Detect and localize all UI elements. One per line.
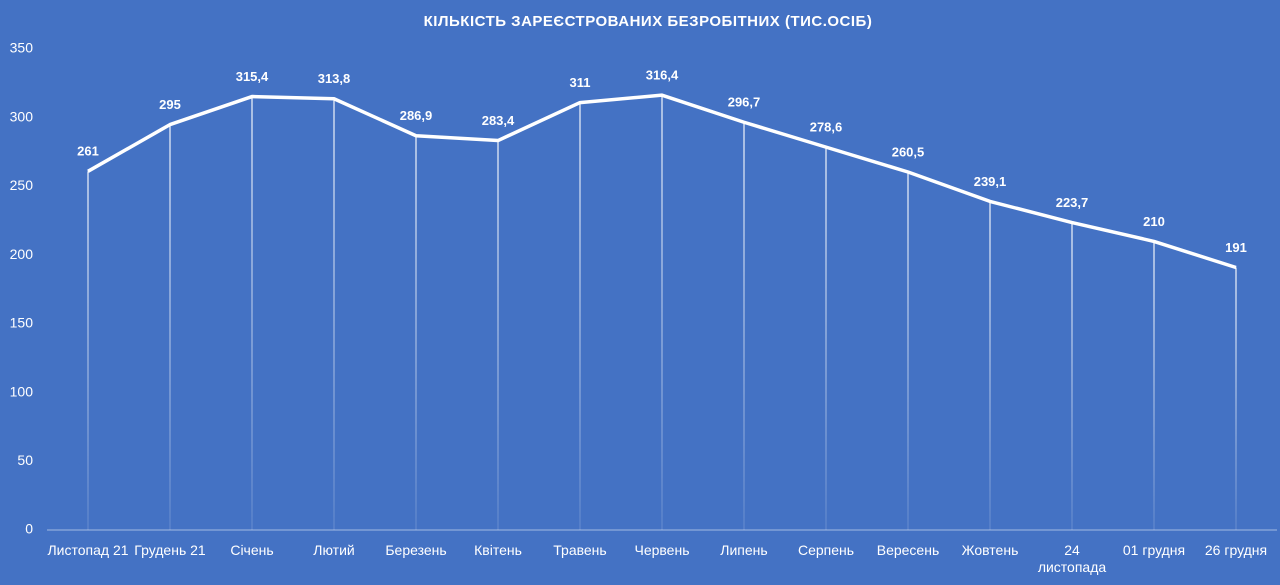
x-tick-label: Листопад 21: [47, 542, 129, 558]
x-tick-label: Квітень: [474, 542, 522, 558]
drop-line: [333, 98, 335, 530]
y-tick-label: 300: [10, 108, 34, 124]
drop-line: [251, 96, 253, 530]
x-tick-label: Січень: [230, 542, 274, 558]
y-tick-label: 50: [17, 452, 33, 468]
data-label: 239,1: [974, 174, 1007, 189]
data-label: 223,7: [1056, 195, 1089, 210]
x-tick-label: 26 грудня: [1204, 542, 1268, 558]
x-tick-label: Серпень: [797, 542, 855, 558]
x-tick-label: 01 грудня: [1122, 542, 1186, 558]
data-label: 261: [77, 144, 99, 159]
drop-line: [825, 147, 827, 530]
data-label: 313,8: [318, 71, 351, 86]
y-tick-label: 100: [10, 383, 34, 399]
data-label: 311: [570, 75, 591, 90]
y-tick-label: 150: [10, 315, 34, 331]
data-label: 286,9: [400, 108, 433, 123]
drop-line: [1153, 241, 1155, 530]
x-tick-label: Березень: [385, 542, 447, 558]
y-tick-label: 250: [10, 177, 34, 193]
data-label: 295: [159, 97, 181, 112]
data-label: 260,5: [892, 144, 925, 159]
y-tick-label: 350: [10, 40, 34, 56]
data-label: 278,6: [810, 120, 843, 135]
data-label: 210: [1143, 214, 1165, 229]
chart-title: КІЛЬКІСТЬ ЗАРЕЄСТРОВАНИХ БЕЗРОБІТНИХ (ТИ…: [424, 13, 873, 30]
x-tick-label: Грудень 21: [134, 542, 206, 558]
x-tick-label: Лютий: [313, 542, 355, 558]
drop-line: [87, 171, 89, 530]
x-tick-label: Червень: [634, 542, 690, 558]
x-tick-label: 24 листопада: [1037, 542, 1107, 575]
x-tick-label: Вересень: [876, 542, 940, 558]
data-label: 191: [1225, 240, 1247, 255]
y-tick-label: 200: [10, 246, 34, 262]
data-label: 315,4: [236, 69, 269, 84]
drop-line: [989, 201, 991, 531]
data-line: [87, 93, 1237, 270]
drop-line: [415, 135, 417, 531]
x-tick-label: Липень: [720, 542, 768, 558]
data-label: 296,7: [728, 95, 761, 110]
drop-line: [1071, 222, 1073, 531]
drop-line: [1235, 267, 1237, 530]
x-tick-label: Травень: [553, 542, 607, 558]
x-tick-label: Жовтень: [961, 542, 1019, 558]
y-tick-label: 0: [25, 521, 33, 537]
drop-line: [743, 122, 745, 531]
drop-line: [579, 102, 581, 531]
drop-line: [907, 171, 909, 530]
data-label: 283,4: [482, 113, 515, 128]
data-label: 316,4: [646, 68, 679, 83]
drop-line: [661, 95, 663, 531]
drop-line: [497, 140, 499, 530]
drop-line: [169, 124, 171, 530]
